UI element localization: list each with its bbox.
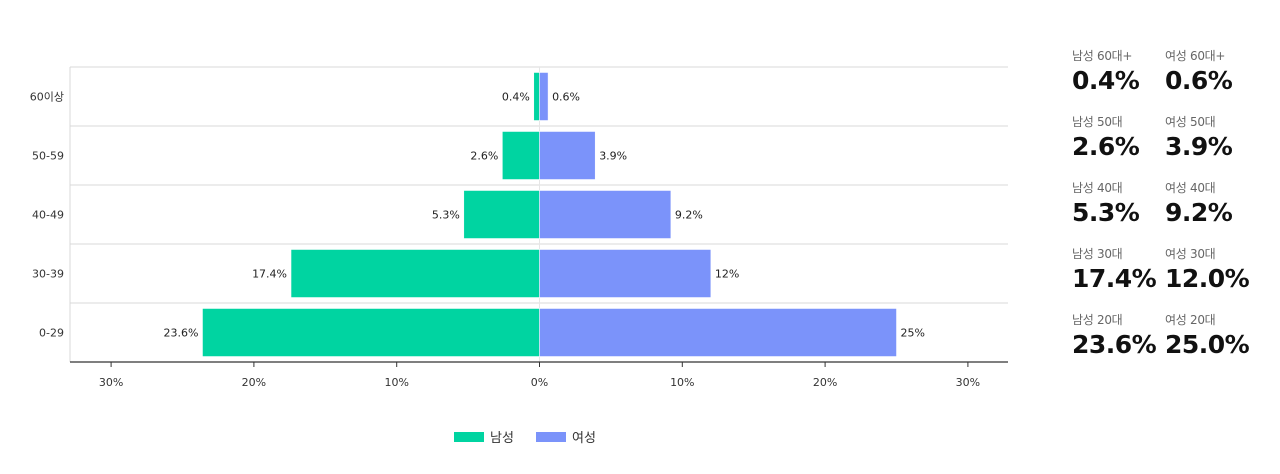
y-tick-label: 50-59 (32, 150, 64, 163)
population-pyramid-chart: 60이상 0.4% 0.6% 50-59 2.6% 3.9% 40-49 5.3% 9.2% 30… (30, 66, 1008, 446)
bar-male (463, 190, 540, 239)
data-label: 23.6% (164, 327, 199, 340)
data-label: 0.4% (502, 91, 530, 104)
stat-cell: 남성 20대 23.6% (1072, 312, 1165, 360)
bar-female (539, 308, 897, 357)
x-tick-label: 10% (384, 376, 408, 389)
stat-cell: 여성 50대 3.9% (1165, 114, 1258, 162)
data-label: 12% (715, 268, 739, 281)
stat-value: 5.3% (1072, 198, 1140, 227)
x-tick-label: 20% (242, 376, 266, 389)
data-label: 3.9% (599, 150, 627, 163)
stat-value: 23.6% (1072, 330, 1157, 359)
x-tick-label: 0% (531, 376, 548, 389)
stat-value: 3.9% (1165, 132, 1233, 161)
stat-label: 여성 60대+ (1165, 49, 1226, 63)
bar-female (539, 72, 549, 121)
stat-cell: 여성 40대 9.2% (1165, 180, 1258, 228)
stat-label: 남성 50대 (1072, 115, 1123, 129)
data-label: 25% (901, 327, 925, 340)
y-tick-label: 30-39 (32, 268, 64, 281)
stat-label: 남성 40대 (1072, 181, 1123, 195)
bar-female (539, 131, 596, 180)
bar-male (533, 72, 540, 121)
y-tick-label: 40-49 (32, 209, 64, 222)
stat-cell: 남성 60대+ 0.4% (1072, 48, 1165, 96)
stats-panel: 남성 60대+ 0.4% 여성 60대+ 0.6% 남성 50대 2.6% 여성 50대 3.… (1072, 48, 1258, 360)
stat-value: 12.0% (1165, 264, 1250, 293)
legend-label: 남성 (490, 431, 514, 446)
data-label: 2.6% (470, 150, 498, 163)
bar-female (539, 190, 672, 239)
stat-label: 여성 40대 (1165, 181, 1216, 195)
stat-cell: 남성 30대 17.4% (1072, 246, 1165, 294)
bar-female (539, 249, 712, 298)
stat-label: 남성 20대 (1072, 313, 1123, 327)
legend-label: 여성 (572, 431, 596, 446)
bar-male (290, 249, 540, 298)
stat-value: 17.4% (1072, 264, 1157, 293)
stat-cell: 여성 20대 25.0% (1165, 312, 1258, 360)
data-label: 5.3% (432, 209, 460, 222)
y-tick-label: 0-29 (39, 327, 64, 340)
stat-value: 9.2% (1165, 198, 1233, 227)
legend-swatch (454, 432, 484, 442)
legend-swatch (536, 432, 566, 442)
data-label: 9.2% (675, 209, 703, 222)
stat-cell: 여성 60대+ 0.6% (1165, 48, 1258, 96)
bar-male (202, 308, 540, 357)
bar-male (502, 131, 540, 180)
stat-label: 남성 60대+ (1072, 49, 1133, 63)
stat-value: 25.0% (1165, 330, 1250, 359)
stat-cell: 여성 30대 12.0% (1165, 246, 1258, 294)
stat-label: 남성 30대 (1072, 247, 1123, 261)
x-tick-label: 30% (99, 376, 123, 389)
stat-label: 여성 30대 (1165, 247, 1216, 261)
stat-value: 2.6% (1072, 132, 1140, 161)
data-label: 17.4% (252, 268, 287, 281)
x-tick-label: 30% (956, 376, 980, 389)
data-label: 0.6% (552, 91, 580, 104)
stat-value: 0.6% (1165, 66, 1233, 95)
stat-cell: 남성 40대 5.3% (1072, 180, 1165, 228)
x-tick-label: 20% (813, 376, 837, 389)
x-tick-label: 10% (670, 376, 694, 389)
stat-value: 0.4% (1072, 66, 1140, 95)
stat-cell: 남성 50대 2.6% (1072, 114, 1165, 162)
y-tick-label: 60이상 (30, 91, 64, 104)
stat-label: 여성 20대 (1165, 313, 1216, 327)
stat-label: 여성 50대 (1165, 115, 1216, 129)
